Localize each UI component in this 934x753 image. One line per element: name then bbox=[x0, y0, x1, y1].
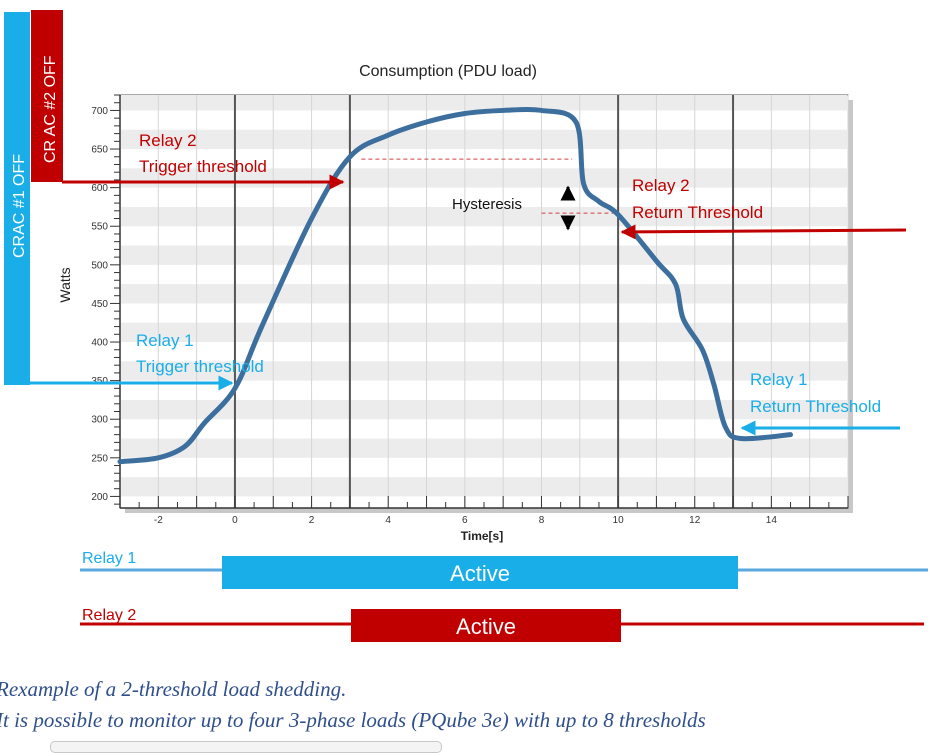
relay2-return-arrow bbox=[620, 224, 907, 240]
x-tick-label: 4 bbox=[385, 515, 391, 526]
relay1-return-label-1: Relay 1 bbox=[750, 370, 808, 389]
relay1-return-label-2: Return Threshold bbox=[750, 397, 881, 416]
y-tick-label: 600 bbox=[91, 183, 108, 194]
caption-line-1: Rexample of a 2-threshold load shedding. bbox=[0, 677, 347, 701]
horizontal-scrollbar[interactable] bbox=[50, 741, 442, 753]
grid-band bbox=[121, 322, 847, 343]
relay1-timeline-label: Relay 1 bbox=[82, 550, 136, 567]
y-tick-label: 650 bbox=[91, 145, 108, 156]
grid-band bbox=[121, 361, 847, 381]
crac1-label: CRAC #1 OFF bbox=[11, 154, 28, 258]
x-tick-label: 8 bbox=[539, 515, 545, 526]
relay2-trigger-label-2: Trigger threshold bbox=[139, 157, 267, 176]
crac2-label: CR AC #2 OFF bbox=[42, 55, 59, 163]
y-tick-label: 550 bbox=[91, 222, 108, 233]
series-layer bbox=[117, 106, 794, 465]
chart-title: Consumption (PDU load) bbox=[359, 63, 537, 80]
relay2-timeline-label: Relay 2 bbox=[82, 607, 136, 624]
relay2-trigger-label-1: Relay 2 bbox=[139, 131, 197, 150]
grid-band bbox=[121, 284, 847, 304]
x-tick-label: 6 bbox=[462, 515, 468, 526]
grid-band bbox=[121, 206, 847, 227]
y-axis: 200250300350400450500550600650700 bbox=[91, 94, 121, 508]
y-tick-label: 500 bbox=[91, 260, 108, 271]
relay1-active-bar bbox=[222, 556, 738, 589]
grid-band bbox=[121, 95, 847, 111]
y-tick-label: 300 bbox=[91, 415, 108, 426]
x-tick-label: -2 bbox=[154, 515, 163, 526]
y-axis-label: Watts bbox=[57, 267, 73, 302]
relay2-active-label: Active bbox=[456, 614, 516, 639]
hysteresis-dashes bbox=[361, 158, 619, 214]
y-tick-label: 250 bbox=[91, 453, 108, 464]
x-tick-label: 14 bbox=[766, 515, 778, 526]
x-axis-label: Time[s] bbox=[461, 529, 503, 543]
grid-band bbox=[121, 129, 847, 150]
x-tick-label: 0 bbox=[232, 515, 238, 526]
grid-lines bbox=[157, 95, 849, 508]
y-tick-label: 700 bbox=[91, 106, 108, 117]
crac2-banner bbox=[31, 10, 63, 182]
y-tick-label: 200 bbox=[91, 492, 108, 503]
relay1-active-label: Active bbox=[450, 561, 510, 586]
relay2-return-label-1: Relay 2 bbox=[632, 176, 690, 195]
x-axis: -2 0 2 4 6 8 10 12 14 bbox=[119, 496, 849, 526]
grid-band bbox=[121, 399, 847, 420]
relay2-active-bar bbox=[351, 609, 621, 642]
relay1-trigger-label-2: Trigger threshold bbox=[136, 357, 264, 376]
x-tick-label: 2 bbox=[309, 515, 315, 526]
y-tick-label: 400 bbox=[91, 338, 108, 349]
consumption-line bbox=[117, 106, 794, 465]
crac1-banner bbox=[4, 12, 30, 385]
hysteresis-label: Hysteresis bbox=[452, 196, 522, 213]
relay2-return-label-2: Return Threshold bbox=[632, 203, 763, 222]
grid-band bbox=[121, 438, 847, 458]
caption-line-2: It is possible to monitor up to four 3-p… bbox=[0, 708, 706, 732]
x-tick-label: 12 bbox=[689, 515, 701, 526]
x-tick-label: 10 bbox=[613, 515, 625, 526]
y-tick-label: 450 bbox=[91, 299, 108, 310]
grid-band bbox=[121, 245, 847, 265]
grid-band bbox=[121, 477, 847, 497]
relay1-trigger-label-1: Relay 1 bbox=[136, 331, 194, 350]
